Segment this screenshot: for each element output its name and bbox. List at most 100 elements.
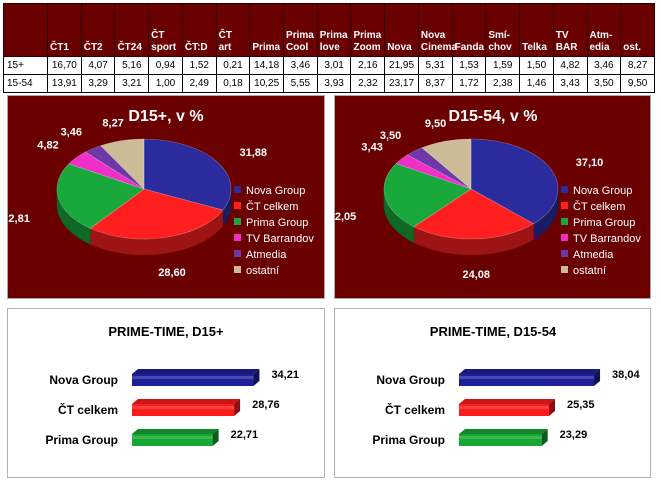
column-header: Smí-chov bbox=[485, 3, 521, 57]
row-label: 15+ bbox=[3, 56, 48, 75]
table-cell: 2,32 bbox=[350, 74, 386, 93]
pie-panel-d15-54: D15-54, v % 37,10 24,08 22,05 3,433,50 9,50 No… bbox=[334, 95, 651, 299]
table-cell: 5,31 bbox=[417, 56, 453, 75]
pie-panel-d15plus: D15+, v % 31,88 28,60 22,81 4,823,46 8,27 Nova… bbox=[7, 95, 325, 299]
bar-panel-d15-54: PRIME-TIME, D15-54 Nova Group 38,04 ČT celk… bbox=[334, 308, 651, 478]
column-header: Prima Zoom bbox=[350, 3, 386, 57]
legend-swatch bbox=[561, 266, 568, 273]
bar-panel-d15plus: PRIME-TIME, D15+ Nova Group 34,21 ČT celkem… bbox=[7, 308, 325, 478]
table-row: 15+ 16,70 4,07 5,16 0,94 1,52 0,21 14,18 3,46 3,0… bbox=[3, 56, 655, 75]
bar bbox=[459, 434, 542, 446]
table-cell: 1,00 bbox=[148, 74, 183, 93]
pie-chart-d15-54: D15-54, v % 37,10 24,08 22,05 3,433,50 9,50 No… bbox=[335, 108, 641, 281]
bar-top bbox=[132, 369, 260, 374]
table-cell: 13,91 bbox=[47, 74, 82, 93]
pie-slice bbox=[470, 138, 559, 225]
bar-chart-d15-54: PRIME-TIME, D15-54 Nova Group 38,04 ČT celk… bbox=[372, 324, 640, 447]
legend-label: Atmedia bbox=[246, 249, 287, 261]
bar-category-label: Nova Group bbox=[49, 373, 118, 387]
legend-label: ostatní bbox=[246, 265, 279, 277]
table-cell: 5,16 bbox=[114, 56, 150, 75]
pie-slice bbox=[68, 151, 145, 190]
row-label: 15-54 bbox=[3, 74, 48, 93]
bar bbox=[459, 374, 595, 386]
legend-label: ostatní bbox=[573, 265, 606, 277]
table-cell: 3,46 bbox=[586, 56, 622, 75]
legend-label: ČT celkem bbox=[573, 200, 625, 213]
legend-swatch bbox=[234, 218, 241, 225]
pie-value-label: 22,81 bbox=[8, 213, 30, 225]
legend-swatch bbox=[561, 202, 568, 209]
table-corner bbox=[3, 3, 48, 57]
column-header: Fanda bbox=[451, 3, 487, 57]
bar-category-label: Prima Group bbox=[372, 433, 445, 447]
table-cell: 1,53 bbox=[451, 56, 487, 75]
legend-swatch bbox=[234, 186, 241, 193]
column-header: ČT sport bbox=[148, 3, 183, 57]
legend-swatch bbox=[234, 234, 241, 241]
table-cell: 3,29 bbox=[80, 74, 116, 93]
bar-category-label: ČT celkem bbox=[385, 402, 445, 417]
legend-swatch bbox=[561, 250, 568, 257]
table-cell: 3,50 bbox=[586, 74, 622, 93]
table-cell: 0,21 bbox=[215, 56, 251, 75]
column-header: Nova Cinema bbox=[417, 3, 457, 57]
bar-category-label: Prima Group bbox=[45, 433, 118, 447]
pie-slice bbox=[143, 138, 232, 211]
pie-chart-d15plus: D15+, v % 31,88 28,60 22,81 4,823,46 8,27 Nova… bbox=[8, 108, 314, 279]
bar-chart-title: PRIME-TIME, D15-54 bbox=[430, 324, 557, 339]
pie-slice bbox=[84, 145, 145, 190]
bar-category-label: ČT celkem bbox=[58, 402, 118, 417]
bar-highlight bbox=[132, 436, 213, 439]
table-cell: 10,25 bbox=[249, 74, 285, 93]
bar bbox=[132, 434, 213, 446]
column-header: ČT art bbox=[215, 3, 251, 57]
table-cell: 3,43 bbox=[552, 74, 588, 93]
column-header: ČT24 bbox=[114, 3, 150, 57]
table-cell: 5,55 bbox=[283, 74, 318, 93]
bar-value-label: 34,21 bbox=[271, 369, 299, 381]
table-row: 15-54 13,91 3,29 3,21 1,00 2,49 0,18 10,25 5,55 3… bbox=[3, 74, 655, 93]
pie-value-label: 3,50 bbox=[380, 130, 401, 142]
bar-end bbox=[541, 429, 548, 446]
bar-value-label: 38,04 bbox=[612, 369, 640, 381]
table-cell: 1,50 bbox=[519, 56, 554, 75]
pie-slice bbox=[383, 163, 472, 228]
pie-slice bbox=[100, 138, 145, 190]
legend-swatch bbox=[234, 266, 241, 273]
pie-value-label: 4,82 bbox=[37, 139, 58, 151]
table-cell: 2,49 bbox=[181, 74, 217, 93]
column-header: TV BAR bbox=[552, 3, 588, 57]
table-cell: 3,93 bbox=[316, 74, 352, 93]
column-header: Prima bbox=[249, 3, 285, 57]
table-cell: 3,01 bbox=[316, 56, 352, 75]
table-cell: 0,94 bbox=[148, 56, 183, 75]
table-cell: 8,27 bbox=[620, 56, 655, 75]
legend-label: Atmedia bbox=[573, 249, 614, 261]
legend-label: TV Barrandov bbox=[246, 233, 314, 245]
bar-value-label: 23,29 bbox=[560, 429, 588, 441]
bar bbox=[132, 404, 235, 416]
bar-end bbox=[212, 429, 219, 446]
pie-value-label: 37,10 bbox=[576, 157, 604, 169]
table-cell: 14,18 bbox=[249, 56, 285, 75]
pie-slice bbox=[89, 188, 224, 240]
table-cell: 21,95 bbox=[384, 56, 419, 75]
legend-label: ČT celkem bbox=[246, 200, 298, 213]
bar-value-label: 22,71 bbox=[231, 429, 259, 441]
pie-title: D15-54, v % bbox=[449, 108, 538, 125]
table-cell: 16,70 bbox=[47, 56, 82, 75]
pie-value-label: 3,46 bbox=[61, 127, 82, 139]
pie-value-label: 28,60 bbox=[158, 267, 186, 279]
column-header: ČT:D bbox=[181, 3, 217, 57]
table-cell: 0,18 bbox=[215, 74, 251, 93]
column-header: Prima Cool bbox=[283, 3, 318, 57]
bar-top bbox=[459, 369, 601, 374]
table-cell: 23,17 bbox=[384, 74, 419, 93]
column-header: ČT1 bbox=[47, 3, 82, 57]
bar-top bbox=[459, 429, 548, 434]
bar-chart-d15plus: PRIME-TIME, D15+ Nova Group 34,21 ČT celkem… bbox=[45, 324, 299, 447]
legend-label: Nova Group bbox=[246, 185, 305, 197]
bar-value-label: 25,35 bbox=[567, 399, 595, 411]
table-cell: 1,72 bbox=[451, 74, 487, 93]
